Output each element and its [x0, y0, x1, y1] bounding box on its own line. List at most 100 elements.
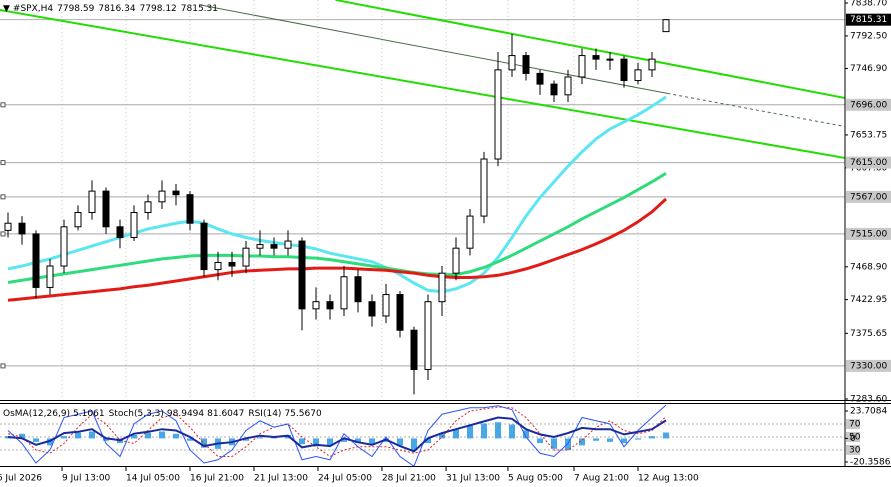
osma-bar	[495, 422, 501, 439]
candle-body	[60, 226, 68, 267]
candle-body	[228, 261, 236, 267]
osma-bar	[369, 438, 375, 445]
candle-body	[648, 58, 656, 71]
osma-bar	[607, 438, 613, 442]
osma-bar	[397, 438, 403, 446]
x-tick-label: 16 Jul 21:00	[190, 474, 244, 484]
osma-bar	[565, 438, 571, 451]
y-tick-label: 7283.60	[850, 395, 887, 405]
osma-bar	[341, 438, 347, 442]
osma-bar	[635, 438, 641, 440]
x-tick-label: 7 Aug 21:00	[574, 474, 629, 484]
candle-body	[382, 294, 390, 317]
candle-body	[396, 294, 404, 331]
candle-body	[466, 215, 474, 249]
x-tick-label: 14 Jul 05:00	[126, 474, 180, 484]
candle-body	[578, 55, 586, 78]
osma-bar	[411, 438, 417, 451]
level-label: 7330.00	[850, 361, 887, 371]
candle-body	[18, 222, 26, 235]
osma-value: 5.1061	[73, 409, 105, 419]
x-tick-label: 21 Jul 13:00	[254, 474, 308, 484]
candle-body	[158, 190, 166, 203]
osma-bar	[523, 430, 529, 439]
level-label: 7615.00	[850, 158, 887, 168]
header-high: 7816.34	[98, 4, 135, 14]
y2-label-box	[846, 432, 860, 442]
candle-body	[74, 212, 82, 228]
stoch-signal-value: 81.6047	[207, 409, 244, 419]
x-tick-label: 24 Jul 05:00	[318, 474, 372, 484]
osma-bar	[663, 432, 669, 439]
y2-label-box	[846, 419, 860, 429]
candle-body	[634, 69, 642, 82]
candle-body	[508, 55, 516, 71]
osma-bar	[173, 433, 179, 439]
level-label: 7567.00	[850, 192, 887, 202]
candle-body	[368, 301, 376, 317]
level-label-box	[846, 190, 891, 203]
osma-bar	[201, 438, 207, 448]
osma-bar	[593, 438, 599, 441]
osma-bar	[19, 433, 25, 439]
y2-tick-label: 50	[849, 433, 861, 443]
level-label: 7515.00	[850, 229, 887, 239]
y-tick-label: 7792.50	[850, 31, 887, 41]
candle-body	[340, 276, 348, 310]
osma-bar	[425, 438, 431, 444]
y-tick-label: 7468.90	[850, 262, 887, 272]
level-label-box	[846, 359, 891, 372]
stoch-main-value: 98.9494	[167, 409, 204, 419]
current-price-label: 7815.31	[850, 15, 887, 25]
candle-body	[424, 301, 432, 370]
osma-bar	[551, 438, 557, 449]
level-anchor	[0, 102, 6, 108]
candle-body	[242, 247, 250, 267]
osma-bar	[621, 438, 627, 444]
y-tick-label: 7375.65	[850, 329, 887, 339]
candle-body	[494, 69, 502, 160]
rsi-value: 75.5670	[284, 409, 321, 419]
candle-body	[284, 240, 292, 249]
candle-body	[452, 247, 460, 274]
price-pane	[0, 0, 845, 400]
candle-body	[326, 301, 334, 310]
rsi-name: RSI(14)	[248, 409, 281, 419]
moving-average	[7, 95, 667, 294]
level-anchor	[0, 231, 6, 237]
candle-body	[550, 83, 558, 96]
x-tick-label: 6 Jul 2026	[0, 474, 42, 484]
header-close: 7815.31	[181, 4, 218, 14]
candle-body	[144, 201, 152, 214]
osma-bar	[327, 438, 333, 446]
candle-body	[88, 190, 96, 214]
osma-bar	[103, 438, 109, 441]
candle-body	[662, 19, 670, 33]
osma-bar	[649, 436, 655, 439]
symbol: #SPX,H4	[13, 4, 53, 14]
trend-line	[199, 4, 668, 94]
level-anchor	[0, 194, 6, 200]
x-tick-label: 9 Jul 13:00	[62, 474, 111, 484]
candle-body	[522, 55, 530, 74]
candle-body	[592, 55, 600, 60]
trend-line	[335, 0, 845, 100]
level-anchor	[0, 363, 6, 369]
stoch-main	[7, 404, 667, 466]
stoch-signal	[7, 406, 667, 458]
candle-body	[102, 190, 110, 228]
candle-body	[186, 194, 194, 224]
rsi-line	[7, 416, 667, 453]
x-tick-label: 28 Jul 21:00	[382, 474, 436, 484]
indicator-pane	[0, 404, 845, 466]
osma-bar	[89, 431, 95, 439]
y-tick-label: 7838.70	[850, 0, 887, 9]
candle-body	[46, 265, 54, 288]
osma-bar	[61, 436, 67, 439]
osma-bar	[159, 431, 165, 439]
osma-bar	[243, 438, 249, 441]
moving-average	[7, 197, 668, 302]
osma-bar	[537, 438, 543, 444]
